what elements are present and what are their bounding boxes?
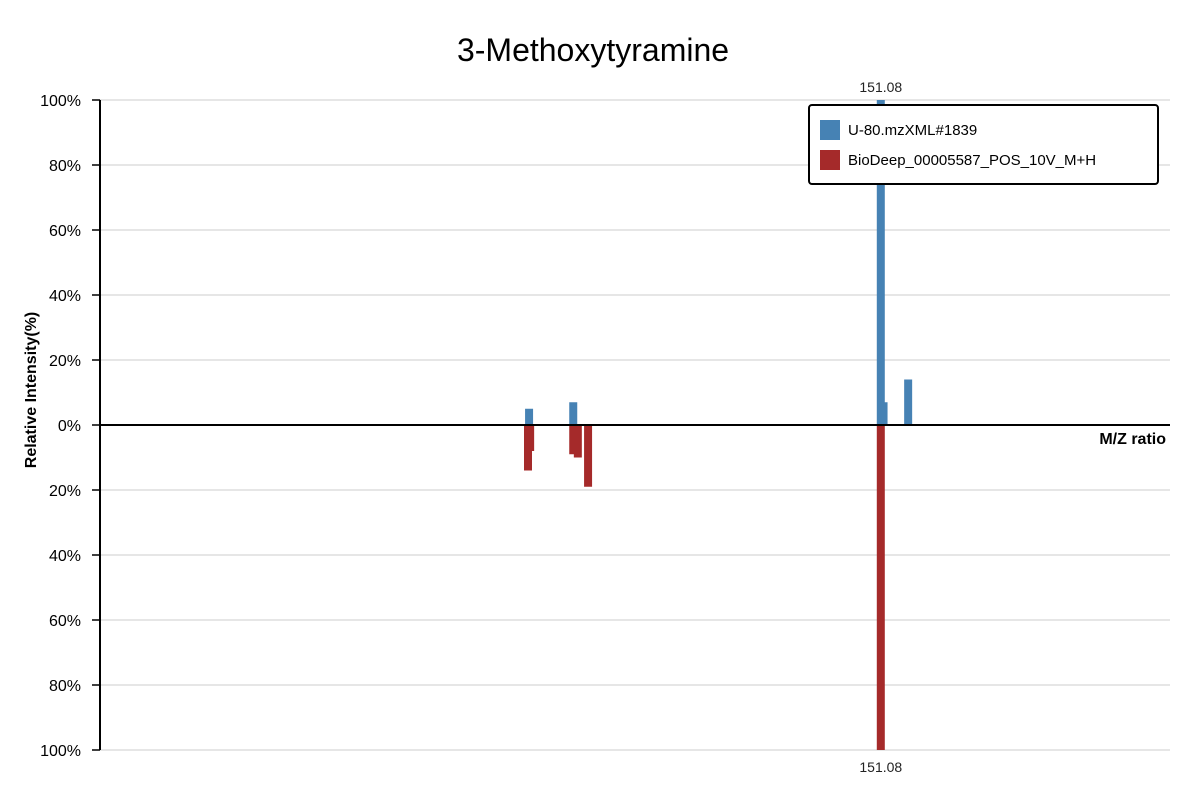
legend: U-80.mzXML#1839 BioDeep_00005587_POS_10V… [808, 104, 1159, 185]
peak-mz-label: 151.08 [859, 79, 902, 95]
reference-peak-bar [569, 425, 578, 455]
chart-title: 3-Methoxytyramine [457, 32, 729, 68]
query-peak-bar [904, 379, 913, 425]
peak-bars [524, 100, 913, 750]
peak-labels: 151.08 151.08 [859, 79, 902, 775]
y-tick-label: 20% [49, 483, 81, 500]
query-peak-bar [879, 402, 888, 425]
reference-peak-bar [584, 425, 593, 487]
reference-peak-bar [876, 425, 885, 750]
legend-swatch-reference [820, 150, 840, 170]
y-tick-label: 0% [58, 418, 81, 435]
y-tick-label: 40% [49, 548, 81, 565]
legend-label-query: U-80.mzXML#1839 [848, 122, 977, 139]
peak-mz-label: 151.08 [859, 759, 902, 775]
y-tick-label: 100% [40, 93, 81, 110]
reference-peak-bar [526, 425, 535, 451]
legend-label-reference: BioDeep_00005587_POS_10V_M+H [848, 152, 1096, 169]
grid-lines [100, 99, 1170, 751]
query-peak-bar [525, 408, 534, 425]
y-tick-label: 60% [49, 223, 81, 240]
legend-box [808, 104, 1159, 185]
y-tick-label: 80% [49, 678, 81, 695]
reference-peak-bar [573, 425, 582, 458]
query-peak-bar [569, 402, 578, 425]
x-axis-title: M/Z ratio [1099, 431, 1166, 448]
y-axis-title: Relative Intensity(%) [23, 312, 40, 468]
y-tick-labels: 100% 80% 60% 40% 20% 0% 20% 40% 60% 80% 100% [40, 93, 100, 760]
y-tick-label: 40% [49, 288, 81, 305]
query-peak-bar [876, 100, 885, 425]
y-tick-label: 60% [49, 613, 81, 630]
legend-swatch-query [820, 120, 840, 140]
y-tick-label: 100% [40, 743, 81, 760]
y-tick-label: 20% [49, 353, 81, 370]
y-tick-label: 80% [49, 158, 81, 175]
